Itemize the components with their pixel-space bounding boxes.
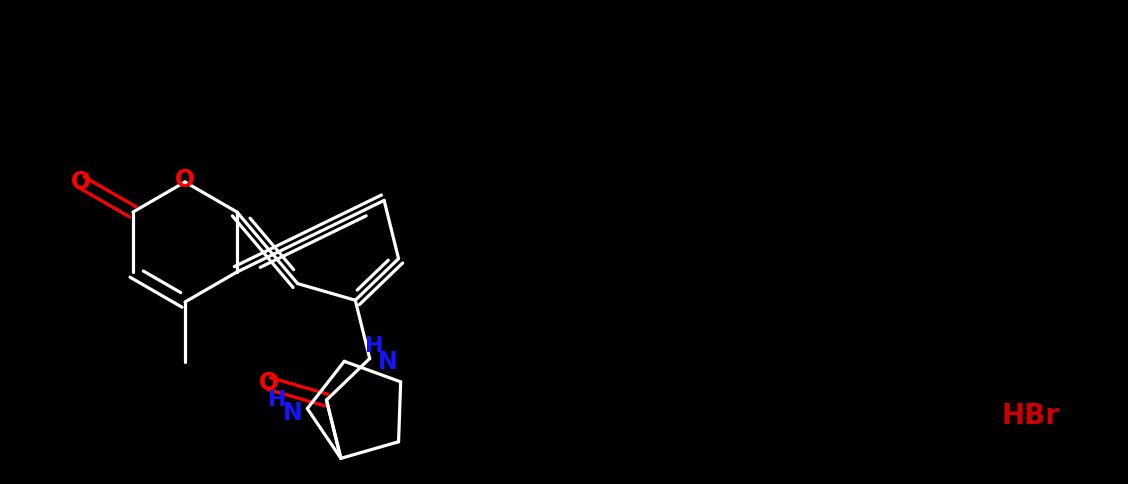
Text: N: N xyxy=(378,350,397,375)
Text: O: O xyxy=(258,371,279,395)
Text: HBr: HBr xyxy=(1001,402,1059,430)
Text: O: O xyxy=(175,168,195,192)
Text: H: H xyxy=(268,390,287,410)
Text: N: N xyxy=(282,401,302,425)
Text: H: H xyxy=(365,336,384,357)
Text: O: O xyxy=(71,170,91,194)
